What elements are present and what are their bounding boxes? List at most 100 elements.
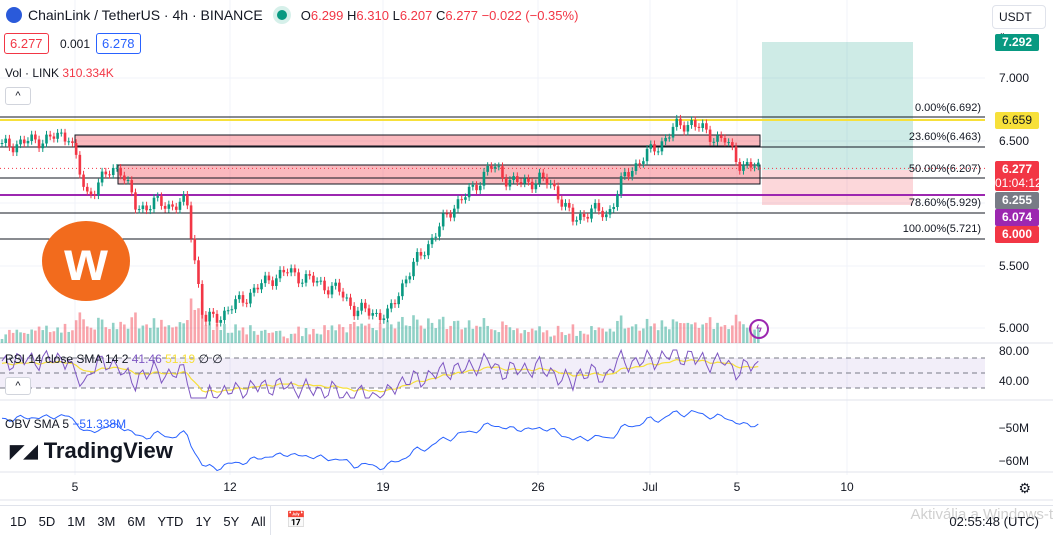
volume-bar [445,329,449,343]
volume-bar [323,325,326,343]
volume-bar [267,332,271,343]
volume-bar [100,319,104,343]
candle [4,138,8,143]
candle [553,183,556,187]
range-button-1d[interactable]: 1D [10,514,27,529]
volume-bar [152,318,156,343]
volume-bar [701,324,704,343]
candle [693,120,697,127]
volume-bar [349,324,352,343]
volume-bar [456,320,460,343]
candle [564,202,567,207]
candle [464,197,467,200]
volume-bar [449,325,452,343]
volume-bar [178,322,182,343]
volume-bar [493,330,497,343]
fib-level-label: 100.00%(5.721) [902,223,981,235]
sell-price-button[interactable]: 6.277 [4,33,49,54]
volume-bar [186,320,189,343]
calendar-goto-icon[interactable]: 📅 [286,512,306,529]
volume-bar [137,328,141,343]
volume-bar [653,323,656,343]
volume-bar [93,329,96,343]
range-button-1m[interactable]: 1M [67,514,86,529]
candle [48,134,52,137]
divider [0,505,1053,506]
candle [30,134,33,141]
range-button-all[interactable]: All [251,514,266,529]
volume-bar [271,332,274,343]
candle [645,148,649,162]
volume-bar [312,328,315,343]
candle [616,194,619,208]
candle [304,274,308,283]
volume-bar [675,321,679,343]
range-button-5y[interactable]: 5Y [223,514,240,529]
candle [297,272,300,284]
currency-select[interactable]: USDT ⌄ [992,5,1046,37]
range-button-5d[interactable]: 5D [38,514,56,529]
candle [204,314,208,322]
volume-bar [545,330,549,343]
volume-bar [382,328,386,343]
volume-bar [497,332,501,343]
volume-bar [148,327,152,343]
volume-bar [249,325,252,343]
candle [642,161,645,164]
candle [612,207,616,210]
range-button-6m[interactable]: 6M [127,514,146,529]
volume-bar [430,322,434,343]
candle [627,172,630,177]
volume-bar [408,325,412,343]
volume-bar [208,322,211,343]
candle [664,137,667,142]
candle [519,182,523,184]
market-status-icon [276,10,287,20]
range-button-1y[interactable]: 1Y [195,514,212,529]
volume-bar [56,327,59,343]
candle [249,292,252,304]
volume-bar [230,332,234,343]
tradingview-logo[interactable]: ◤◢ TradingView [10,438,173,463]
candle [538,172,541,184]
volume-bar [601,328,604,343]
clock[interactable]: 02:55:48 (UTC) [949,514,1039,529]
time-axis-label: 19 [376,480,390,494]
candle [208,311,211,322]
candle [604,214,608,218]
volume-bar [712,328,716,343]
candle [141,205,145,210]
volume-bar [82,319,85,343]
settings-icon[interactable]: ⚙ [1018,480,1031,496]
volume-bar [478,326,482,343]
obv-line [1,409,759,472]
candle [679,118,682,126]
candle [397,296,400,305]
range-button-ytd[interactable]: YTD [157,514,184,529]
candle [67,141,71,143]
volume-bar [619,315,623,343]
fib-level-label: 50.00%(6.207) [908,163,981,175]
volume-bar [597,327,601,343]
collapse-rsi-button[interactable]: ^ [5,377,31,395]
volume-bar [263,329,267,343]
candle [619,176,623,195]
collapse-legend-button[interactable]: ^ [5,87,31,105]
range-button-3m[interactable]: 3M [97,514,116,529]
candle [289,268,293,273]
volume-bar [508,327,512,343]
volume-bar [160,319,163,343]
candle [41,143,45,149]
candle [163,205,167,209]
volume-bar [460,329,464,343]
candle [438,226,441,237]
volume-bar [386,320,389,343]
volume-bar [8,329,11,343]
candle [708,129,712,142]
lightning-icon[interactable]: ϟ [749,319,769,339]
candle [286,272,289,274]
buy-price-button[interactable]: 6.278 [96,33,141,54]
fib-level-label: 78.60%(5.929) [908,197,981,209]
symbol-title[interactable]: ChainLink / TetherUS · 4h · BINANCE [28,7,263,23]
